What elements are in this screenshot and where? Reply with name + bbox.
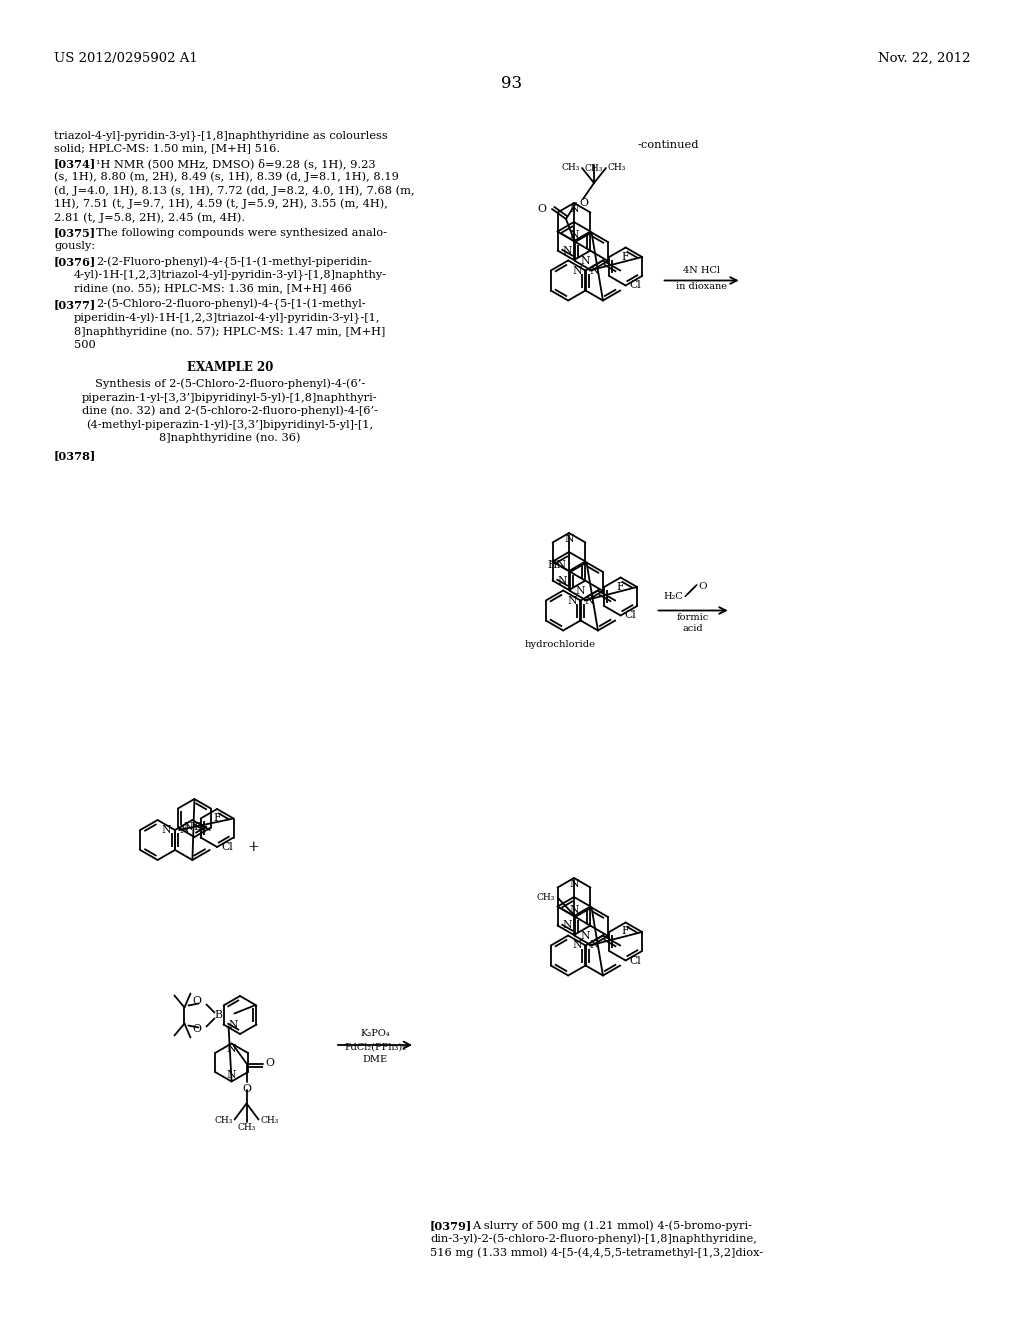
Text: CH₃: CH₃ — [260, 1115, 279, 1125]
Text: N: N — [562, 246, 572, 256]
Text: N: N — [179, 825, 188, 836]
Text: Cl: Cl — [630, 281, 641, 290]
Text: N: N — [580, 256, 590, 267]
Text: N: N — [572, 940, 582, 950]
Text: N: N — [572, 265, 582, 276]
Text: N: N — [228, 1019, 238, 1030]
Text: K₃PO₄: K₃PO₄ — [360, 1030, 390, 1039]
Text: N: N — [569, 879, 579, 888]
Text: 4N HCl: 4N HCl — [683, 267, 720, 275]
Text: N: N — [226, 1044, 237, 1055]
Text: EXAMPLE 20: EXAMPLE 20 — [186, 360, 273, 374]
Text: O: O — [579, 198, 588, 209]
Text: piperidin-4-yl)-1H-[1,2,3]triazol-4-yl]-pyridin-3-yl}-[1,: piperidin-4-yl)-1H-[1,2,3]triazol-4-yl]-… — [74, 313, 381, 323]
Text: gously:: gously: — [54, 242, 95, 251]
Text: 93: 93 — [502, 75, 522, 92]
Text: B: B — [214, 1011, 222, 1020]
Text: N: N — [580, 931, 590, 941]
Text: F: F — [213, 813, 221, 822]
Text: 8]naphthyridine (no. 36): 8]naphthyridine (no. 36) — [160, 433, 301, 444]
Text: CH₃: CH₃ — [537, 894, 555, 903]
Text: N: N — [226, 1071, 237, 1081]
Text: dine (no. 32) and 2-(5-chloro-2-fluoro-phenyl)-4-[6’-: dine (no. 32) and 2-(5-chloro-2-fluoro-p… — [82, 405, 378, 416]
Text: 2-(2-Fluoro-phenyl)-4-{5-[1-(1-methyl-piperidin-: 2-(2-Fluoro-phenyl)-4-{5-[1-(1-methyl-pi… — [96, 256, 372, 268]
Text: ¹H NMR (500 MHz, DMSO) δ=9.28 (s, 1H), 9.23: ¹H NMR (500 MHz, DMSO) δ=9.28 (s, 1H), 9… — [96, 158, 376, 169]
Text: 2.81 (t, J=5.8, 2H), 2.45 (m, 4H).: 2.81 (t, J=5.8, 2H), 2.45 (m, 4H). — [54, 213, 245, 223]
Text: hydrochloride: hydrochloride — [525, 640, 596, 649]
Text: N: N — [557, 576, 567, 586]
Text: Br: Br — [194, 822, 207, 833]
Text: Cl: Cl — [625, 610, 636, 620]
Text: -continued: -continued — [637, 140, 698, 150]
Text: F: F — [622, 927, 630, 936]
Text: piperazin-1-yl-[3,3’]bipyridinyl-5-yl)-[1,8]naphthyri-: piperazin-1-yl-[3,3’]bipyridinyl-5-yl)-[… — [82, 392, 378, 403]
Text: [0375]: [0375] — [54, 227, 96, 239]
Text: N: N — [183, 822, 193, 833]
Text: CH₃: CH₃ — [585, 164, 603, 173]
Text: N: N — [585, 595, 594, 606]
Text: N: N — [567, 595, 577, 606]
Text: PdCl₂(PPh₃)₂: PdCl₂(PPh₃)₂ — [344, 1043, 406, 1052]
Text: (d, J=4.0, 1H), 8.13 (s, 1H), 7.72 (dd, J=8.2, 4.0, 1H), 7.68 (m,: (d, J=4.0, 1H), 8.13 (s, 1H), 7.72 (dd, … — [54, 185, 415, 195]
Text: [0376]: [0376] — [54, 256, 96, 268]
Text: O: O — [193, 997, 202, 1006]
Text: CH₃: CH₃ — [561, 162, 580, 172]
Text: (4-methyl-piperazin-1-yl)-[3,3’]bipyridinyl-5-yl]-[1,: (4-methyl-piperazin-1-yl)-[3,3’]bipyridi… — [86, 418, 374, 429]
Text: O: O — [193, 1024, 202, 1035]
Text: O: O — [265, 1059, 274, 1068]
Text: CH₃: CH₃ — [238, 1123, 256, 1133]
Text: acid: acid — [683, 624, 703, 634]
Text: 500: 500 — [74, 339, 96, 350]
Text: CH₃: CH₃ — [214, 1115, 232, 1125]
Text: (s, 1H), 8.80 (m, 2H), 8.49 (s, 1H), 8.39 (d, J=8.1, 1H), 8.19: (s, 1H), 8.80 (m, 2H), 8.49 (s, 1H), 8.3… — [54, 172, 399, 182]
Text: Nov. 22, 2012: Nov. 22, 2012 — [878, 51, 970, 65]
Text: CH₃: CH₃ — [608, 162, 627, 172]
Text: N: N — [162, 825, 171, 836]
Text: O: O — [698, 582, 707, 591]
Text: +: + — [247, 840, 259, 854]
Text: HN: HN — [547, 560, 566, 570]
Text: F: F — [622, 252, 630, 261]
Text: triazol-4-yl]-pyridin-3-yl}-[1,8]naphthyridine as colourless: triazol-4-yl]-pyridin-3-yl}-[1,8]naphthy… — [54, 129, 388, 141]
Text: formic: formic — [677, 612, 710, 622]
Text: N: N — [575, 586, 585, 597]
Text: N: N — [569, 205, 579, 214]
Text: The following compounds were synthesized analo-: The following compounds were synthesized… — [96, 227, 387, 238]
Text: 8]naphthyridine (no. 57); HPLC-MS: 1.47 min, [M+H]: 8]naphthyridine (no. 57); HPLC-MS: 1.47 … — [74, 326, 385, 337]
Text: [0377]: [0377] — [54, 300, 96, 310]
Text: [0374]: [0374] — [54, 158, 96, 169]
Text: solid; HPLC-MS: 1.50 min, [M+H] 516.: solid; HPLC-MS: 1.50 min, [M+H] 516. — [54, 144, 281, 153]
Text: Cl: Cl — [630, 956, 641, 965]
Text: [0379]: [0379] — [430, 1220, 472, 1232]
Text: N: N — [564, 535, 573, 544]
Text: N: N — [569, 230, 579, 240]
Text: in dioxane: in dioxane — [676, 282, 727, 290]
Text: 516 mg (1.33 mmol) 4-[5-(4,4,5,5-tetramethyl-[1,3,2]diox-: 516 mg (1.33 mmol) 4-[5-(4,4,5,5-tetrame… — [430, 1247, 763, 1258]
Text: US 2012/0295902 A1: US 2012/0295902 A1 — [54, 51, 198, 65]
Text: O: O — [242, 1084, 251, 1093]
Text: ridine (no. 55); HPLC-MS: 1.36 min, [M+H] 466: ridine (no. 55); HPLC-MS: 1.36 min, [M+H… — [74, 284, 352, 294]
Text: 2-(5-Chloro-2-fluoro-phenyl)-4-{5-[1-(1-methyl-: 2-(5-Chloro-2-fluoro-phenyl)-4-{5-[1-(1-… — [96, 300, 366, 310]
Text: N: N — [562, 920, 572, 931]
Text: DME: DME — [362, 1056, 387, 1064]
Text: din-3-yl)-2-(5-chloro-2-fluoro-phenyl)-[1,8]naphthyridine,: din-3-yl)-2-(5-chloro-2-fluoro-phenyl)-[… — [430, 1233, 757, 1243]
Text: 1H), 7.51 (t, J=9.7, 1H), 4.59 (t, J=5.9, 2H), 3.55 (m, 4H),: 1H), 7.51 (t, J=9.7, 1H), 4.59 (t, J=5.9… — [54, 198, 388, 209]
Text: [0378]: [0378] — [54, 450, 96, 461]
Text: Cl: Cl — [221, 842, 232, 851]
Text: Synthesis of 2-(5-Chloro-2-fluoro-phenyl)-4-(6’-: Synthesis of 2-(5-Chloro-2-fluoro-phenyl… — [95, 379, 366, 389]
Text: F: F — [616, 582, 625, 591]
Text: H₂C: H₂C — [664, 591, 683, 601]
Text: O: O — [537, 205, 546, 214]
Text: N: N — [590, 265, 599, 276]
Text: 4-yl)-1H-[1,2,3]triazol-4-yl]-pyridin-3-yl}-[1,8]naphthy-: 4-yl)-1H-[1,2,3]triazol-4-yl]-pyridin-3-… — [74, 271, 387, 281]
Text: N: N — [590, 940, 599, 950]
Text: N: N — [569, 906, 579, 915]
Text: A slurry of 500 mg (1.21 mmol) 4-(5-bromo-pyri-: A slurry of 500 mg (1.21 mmol) 4-(5-brom… — [472, 1220, 752, 1230]
